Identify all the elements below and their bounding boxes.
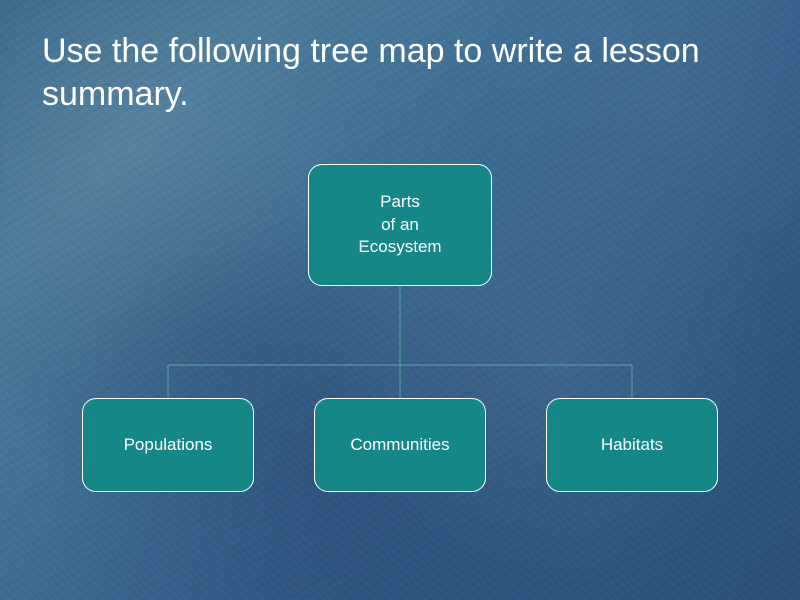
- slide-title: Use the following tree map to write a le…: [42, 30, 758, 115]
- tree-child-label: Communities: [350, 434, 449, 457]
- tree-child-node: Populations: [82, 398, 254, 492]
- tree-child-node: Communities: [314, 398, 486, 492]
- tree-child-label: Habitats: [601, 434, 663, 457]
- tree-child-node: Habitats: [546, 398, 718, 492]
- tree-child-label: Populations: [124, 434, 213, 457]
- slide-content: Use the following tree map to write a le…: [0, 0, 800, 600]
- tree-root-node: Partsof anEcosystem: [308, 164, 492, 286]
- tree-root-label: Partsof anEcosystem: [358, 191, 441, 260]
